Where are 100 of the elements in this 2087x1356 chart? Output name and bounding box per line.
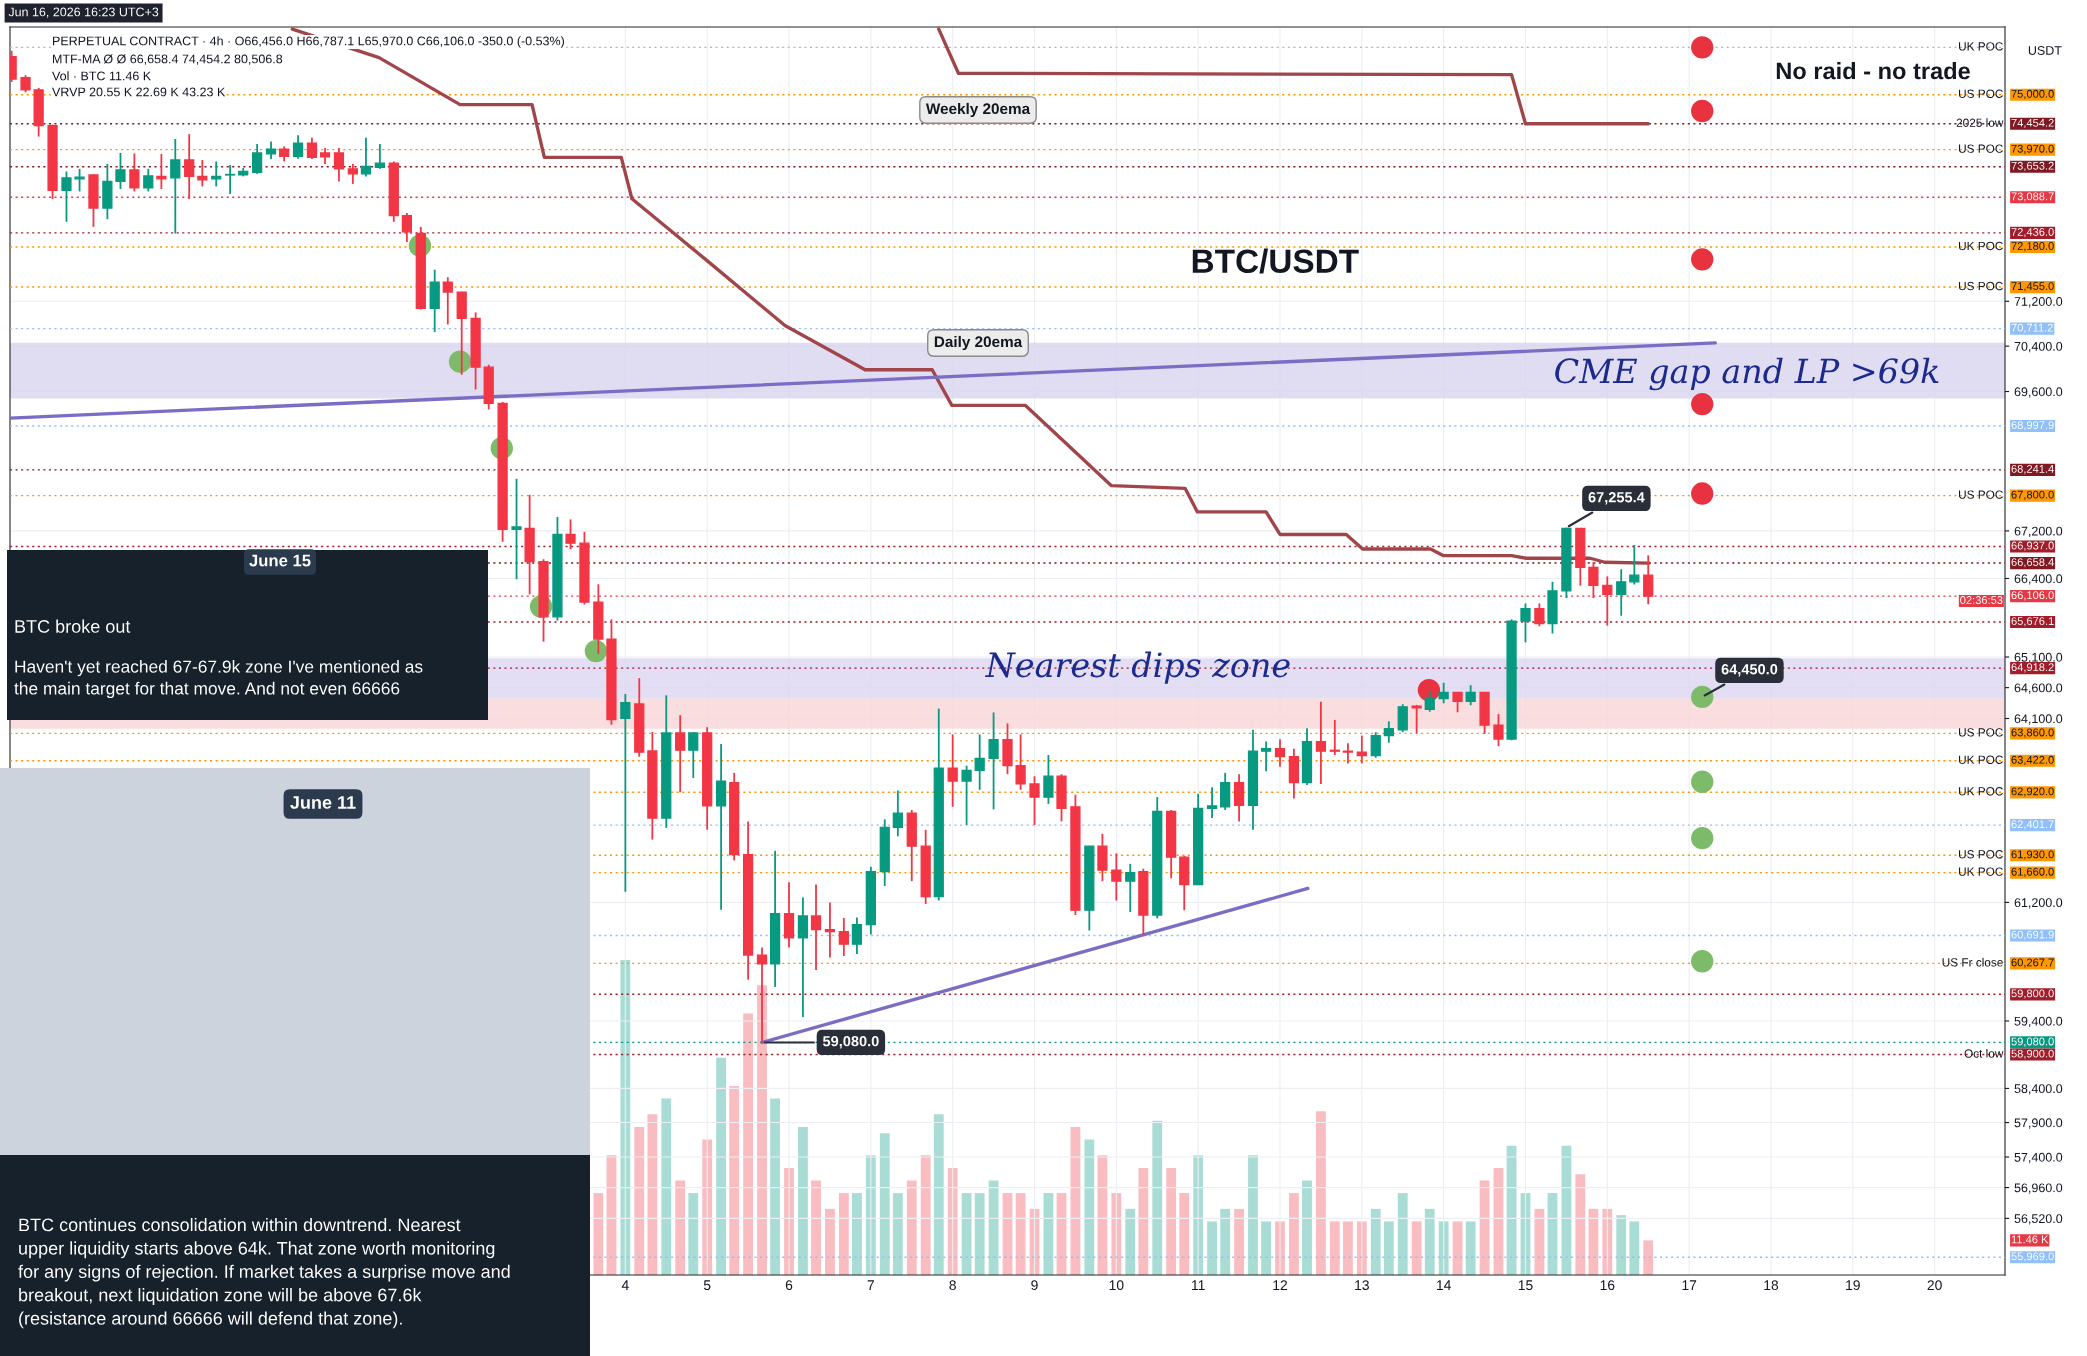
bar bbox=[1465, 1221, 1476, 1275]
candlestick bbox=[1629, 544, 1640, 586]
point bbox=[1691, 99, 1714, 123]
ref-line-label: 63,860.0 bbox=[2011, 728, 2054, 738]
ref-line-label: 65,676.1 bbox=[2011, 617, 2054, 627]
candlestick bbox=[1233, 773, 1245, 823]
y-tick-label: 58,400.0 bbox=[2014, 1084, 2063, 1095]
bar bbox=[1411, 1221, 1422, 1275]
ref-line-label: 72,436.0 bbox=[2011, 228, 2054, 238]
ref-line-label: 73,088.7 bbox=[2011, 192, 2054, 202]
y-tick-label: 65,100.0 bbox=[2014, 652, 2063, 664]
y-tick-label: 56,520.0 bbox=[2014, 1214, 2063, 1225]
y-tick-label: 70,400.0 bbox=[2014, 341, 2063, 353]
point bbox=[1691, 482, 1714, 505]
candlestick bbox=[565, 518, 576, 551]
annotation: UK POC bbox=[1959, 867, 2003, 876]
candlestick bbox=[797, 896, 809, 1018]
bar bbox=[920, 1155, 931, 1275]
y-tick-label: 61,200.0 bbox=[2014, 898, 2063, 909]
ref-line-label: 60,267.7 bbox=[2011, 958, 2054, 968]
x-tick-label: 19 bbox=[1846, 1280, 1860, 1291]
annotation: Vol · BTC 11.46 K bbox=[52, 71, 151, 81]
candlestick bbox=[1015, 733, 1026, 791]
annotation: US POC bbox=[1959, 89, 2003, 98]
annotation: 02:36:53 bbox=[1960, 596, 2003, 604]
candlestick bbox=[1274, 738, 1286, 768]
candlestick bbox=[401, 212, 412, 243]
bar bbox=[974, 1193, 985, 1275]
ref-line-label: 72,180.0 bbox=[2011, 242, 2054, 252]
candlestick bbox=[1029, 775, 1040, 826]
bar bbox=[1588, 1208, 1599, 1275]
candlestick bbox=[115, 152, 126, 190]
bar bbox=[906, 1180, 917, 1275]
bar bbox=[1152, 1120, 1163, 1275]
bar bbox=[1424, 1208, 1435, 1275]
bar bbox=[1207, 1221, 1217, 1275]
annotation: Oct low bbox=[1964, 1049, 2004, 1058]
annotation: Weekly 20ema bbox=[925, 102, 1031, 118]
bar bbox=[1356, 1221, 1367, 1275]
candlestick bbox=[442, 276, 453, 326]
annotation: US POC bbox=[1959, 490, 2003, 499]
annotation: Nearest dips zone bbox=[985, 651, 1290, 684]
candlestick bbox=[1125, 862, 1136, 913]
annotation: US Fr close bbox=[1942, 957, 2003, 967]
y-tick-label: 57,400.0 bbox=[2014, 1152, 2063, 1164]
candlestick bbox=[197, 159, 208, 188]
candlestick bbox=[1438, 681, 1449, 705]
annotation: Daily 20ema bbox=[934, 335, 1023, 351]
bar bbox=[838, 1193, 849, 1275]
bar bbox=[1288, 1193, 1299, 1275]
candlestick bbox=[1616, 568, 1627, 617]
bar bbox=[1125, 1208, 1136, 1275]
bar bbox=[647, 1114, 658, 1275]
annotation: US POC bbox=[1959, 281, 2003, 291]
candlestick bbox=[974, 733, 985, 791]
point bbox=[1691, 248, 1714, 271]
text: BTC/USDT bbox=[1192, 248, 1359, 274]
ref-line-label: 68,997.9 bbox=[2011, 421, 2054, 431]
annotation: VRVP 20.55 K 22.69 K 43.23 K bbox=[52, 87, 226, 97]
bar bbox=[661, 1098, 672, 1275]
ref-line-label: 60,691.9 bbox=[2011, 930, 2054, 940]
bar bbox=[1316, 1111, 1326, 1275]
candlestick bbox=[1315, 700, 1327, 785]
candlestick bbox=[824, 901, 836, 959]
point bbox=[1691, 36, 1714, 59]
bar bbox=[933, 1114, 944, 1275]
annotation: US POC bbox=[1959, 728, 2003, 737]
x-tick-label: 4 bbox=[621, 1280, 629, 1290]
x-tick-label: 7 bbox=[867, 1280, 875, 1290]
ref-line-label: 62,920.0 bbox=[2011, 787, 2054, 797]
candlestick bbox=[1111, 852, 1122, 902]
point bbox=[1691, 392, 1714, 416]
candlestick bbox=[838, 917, 849, 957]
y-tick-label: 64,100.0 bbox=[2014, 714, 2063, 725]
bar bbox=[1302, 1180, 1312, 1275]
candlestick bbox=[251, 143, 263, 175]
bar bbox=[1452, 1221, 1463, 1275]
bar bbox=[1616, 1215, 1627, 1275]
candlestick bbox=[947, 733, 958, 808]
x-tick-label: 6 bbox=[785, 1280, 793, 1291]
ref-line-label: 64,918.2 bbox=[2011, 663, 2054, 673]
annotation: US POC bbox=[1959, 144, 2003, 153]
bar bbox=[1561, 1145, 1572, 1275]
annotation: MTF-MA Ø Ø 66,658.4 74,454.2 80,506.8 bbox=[53, 54, 283, 65]
y-tick-label: 71,200.0 bbox=[2014, 297, 2063, 308]
bar bbox=[892, 1193, 903, 1275]
y-tick-label: 69,600.0 bbox=[2014, 387, 2063, 398]
candlestick bbox=[1411, 703, 1422, 735]
candlestick bbox=[156, 153, 167, 190]
candlestick bbox=[988, 711, 999, 811]
bar bbox=[1343, 1221, 1353, 1275]
annotation: 64,450.0 bbox=[1721, 664, 1778, 677]
y-tick-label: 64,600.0 bbox=[2014, 683, 2063, 694]
annotation: UK POC bbox=[1959, 241, 2003, 251]
x-tick-label: 9 bbox=[1031, 1280, 1038, 1291]
candlestick bbox=[1602, 575, 1613, 627]
candlestick bbox=[810, 883, 822, 971]
candlestick bbox=[1397, 703, 1408, 734]
y-tick-label: 66,400.0 bbox=[2014, 574, 2063, 585]
bar bbox=[1329, 1221, 1340, 1275]
